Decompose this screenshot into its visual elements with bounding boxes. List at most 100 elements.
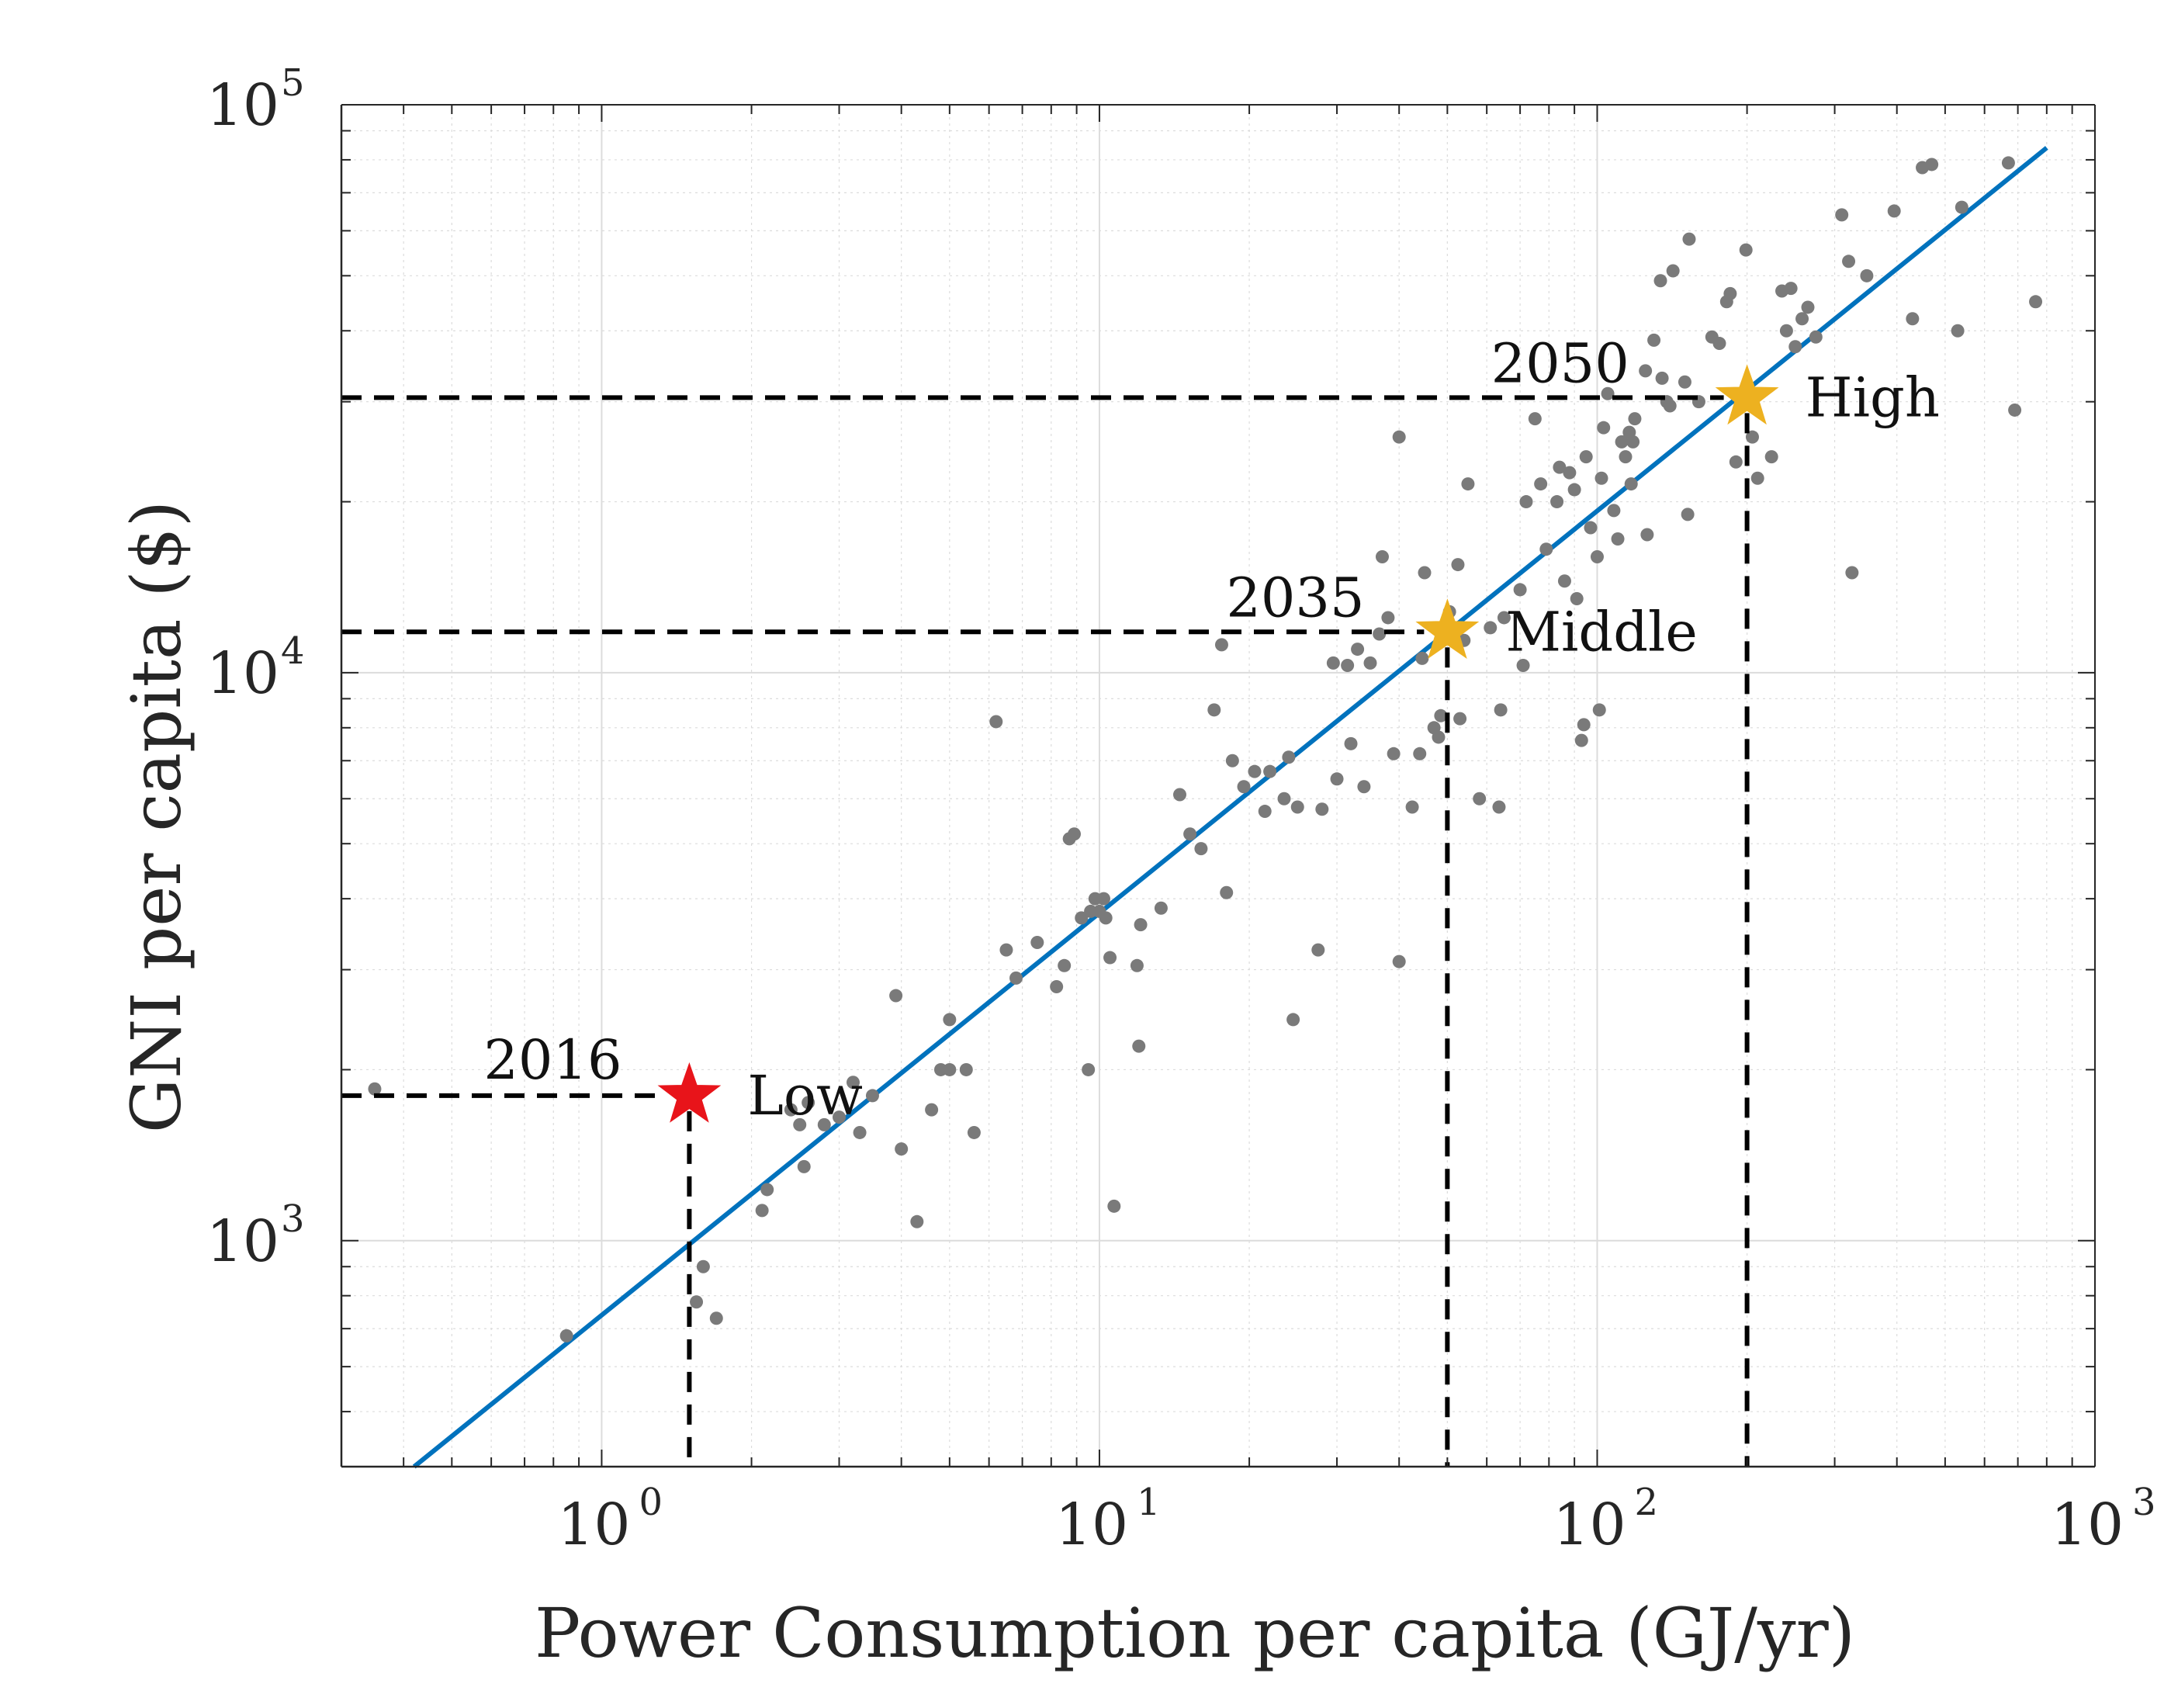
scenario-stars — [657, 364, 1779, 1123]
data-point — [1351, 643, 1365, 657]
data-point — [1461, 477, 1475, 491]
data-point — [1107, 1199, 1121, 1213]
data-point — [1363, 656, 1377, 670]
data-point — [1381, 611, 1395, 625]
data-point — [1387, 747, 1401, 760]
y-tick-exponent: 4 — [281, 629, 305, 673]
data-point — [1357, 780, 1371, 794]
data-point — [1557, 574, 1571, 588]
data-point — [1418, 566, 1432, 580]
data-point — [1248, 764, 1262, 778]
data-point — [1624, 477, 1638, 491]
data-point — [1615, 435, 1629, 449]
data-point — [1286, 1013, 1300, 1027]
data-point — [1432, 730, 1446, 744]
data-point — [1590, 549, 1604, 563]
data-point — [1682, 232, 1696, 246]
data-point — [1519, 495, 1533, 509]
data-point — [1539, 542, 1553, 556]
data-point — [1528, 412, 1542, 426]
data-point — [1373, 627, 1387, 641]
data-point — [1563, 466, 1577, 480]
x-tick-label: 10 — [1055, 1491, 1128, 1558]
x-axis-label: Power Consumption per capita (GJ/yr) — [535, 1593, 1855, 1673]
data-point — [1795, 312, 1809, 326]
data-point — [1183, 827, 1197, 841]
data-point — [1067, 827, 1081, 841]
data-point — [1779, 324, 1793, 338]
y-tick-label: 10 — [206, 640, 279, 707]
data-point — [1628, 412, 1642, 426]
data-point — [895, 1142, 909, 1156]
data-point — [1655, 371, 1669, 385]
data-point — [2029, 295, 2043, 309]
y-axis-label: GNI per capita ($) — [116, 501, 196, 1133]
data-point — [1574, 733, 1588, 747]
data-point — [1553, 460, 1567, 474]
data-point — [559, 1329, 573, 1342]
scenario-label-low: Low — [747, 1064, 863, 1128]
data-point — [793, 1117, 807, 1131]
data-point — [1594, 471, 1608, 485]
data-point — [1663, 399, 1677, 413]
scenario-year-2016: 2016 — [483, 1028, 622, 1092]
data-point — [1154, 901, 1168, 915]
y-tick-label: 10 — [206, 1208, 279, 1275]
data-point — [1413, 747, 1427, 760]
data-point — [690, 1295, 704, 1309]
data-point — [1172, 788, 1186, 802]
data-point — [1739, 243, 1753, 257]
data-point — [1567, 483, 1581, 497]
data-point — [1484, 621, 1498, 635]
data-point — [1492, 800, 1506, 814]
data-point — [1030, 935, 1044, 949]
data-point — [1282, 750, 1296, 764]
data-point — [2001, 156, 2015, 170]
data-point — [959, 1062, 973, 1076]
x-tick-exponent: 3 — [2132, 1481, 2156, 1524]
data-point — [760, 1183, 774, 1197]
data-point — [1845, 566, 1859, 580]
data-point — [797, 1159, 811, 1173]
grid — [341, 105, 2095, 1467]
data-point — [1099, 911, 1113, 925]
data-point — [1788, 340, 1802, 354]
data-point — [1497, 611, 1511, 625]
data-point — [1392, 954, 1406, 968]
data-point — [1570, 591, 1584, 605]
data-point — [1050, 979, 1064, 993]
data-point — [1887, 204, 1901, 218]
data-point — [1712, 337, 1726, 351]
data-point — [1103, 951, 1117, 965]
data-point — [1764, 450, 1778, 464]
dashed-guides — [341, 395, 1750, 1467]
data-point — [1513, 583, 1527, 597]
data-point — [853, 1125, 867, 1139]
data-point — [802, 1096, 815, 1110]
scenario-star-high — [1715, 364, 1779, 425]
data-point — [1194, 842, 1208, 856]
data-point — [1784, 282, 1798, 296]
data-point — [1263, 764, 1277, 778]
data-point — [1723, 286, 1737, 300]
data-point — [1344, 736, 1358, 750]
data-point — [1258, 805, 1272, 819]
data-point — [1134, 918, 1148, 932]
data-point — [1494, 703, 1508, 717]
data-point — [1801, 300, 1815, 314]
data-point — [1626, 435, 1640, 449]
fit-line — [412, 146, 2048, 1469]
data-point — [1237, 780, 1251, 794]
data-point — [889, 989, 903, 1003]
data-point — [943, 1062, 957, 1076]
scenario-year-2050: 2050 — [1491, 331, 1629, 395]
data-point — [1835, 208, 1849, 222]
data-point — [1473, 792, 1487, 805]
data-point — [1075, 911, 1089, 925]
data-point — [999, 943, 1013, 957]
y-tick-exponent: 3 — [281, 1197, 305, 1241]
data-point — [1745, 430, 1759, 444]
scatter-points — [368, 156, 2043, 1342]
data-point — [1592, 703, 1606, 717]
